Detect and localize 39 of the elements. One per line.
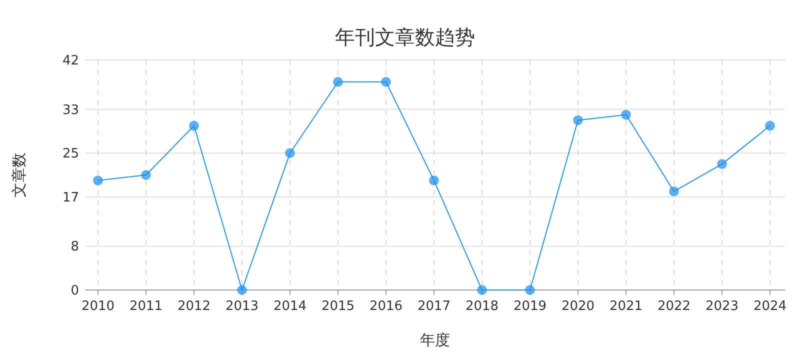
x-tick-label: 2022 — [657, 299, 691, 314]
point — [93, 175, 103, 186]
x-tick-label: 2024 — [753, 299, 787, 314]
x-tick-label: 2023 — [705, 299, 739, 314]
y-tick-label: 33 — [62, 102, 79, 118]
point — [621, 110, 631, 120]
point — [717, 159, 727, 170]
point — [765, 120, 775, 131]
point — [333, 76, 343, 87]
x-tick-label: 2011 — [129, 299, 163, 314]
chart-title: 年刊文章数趋势 — [335, 25, 475, 49]
y-tick-label: 0 — [70, 284, 79, 298]
y-tick-label: 25 — [62, 146, 79, 162]
x-tick-label: 2014 — [273, 299, 307, 314]
x-axis-title: 年度 — [420, 331, 450, 349]
y-tick-label: 8 — [70, 240, 79, 255]
x-tick-label: 2020 — [561, 299, 595, 314]
point — [669, 186, 679, 196]
x-tick-label: 2012 — [177, 299, 211, 314]
y-tick-label: 42 — [62, 54, 79, 68]
x-tick-label: 2010 — [81, 299, 115, 314]
x-tick-label: 2019 — [513, 299, 547, 314]
y-tick-label: 17 — [62, 190, 79, 206]
x-tick-label: 2015 — [321, 299, 355, 314]
x-tick-label: 2018 — [465, 299, 499, 314]
point — [525, 285, 535, 295]
x-tick-label: 2016 — [369, 299, 403, 314]
x-tick-label: 2021 — [609, 299, 643, 314]
point — [189, 120, 199, 131]
x-tick-label: 2017 — [417, 299, 451, 314]
point — [429, 175, 439, 186]
x-tick-label: 2013 — [225, 299, 259, 314]
point — [381, 76, 391, 87]
point — [477, 285, 487, 295]
point — [237, 285, 247, 295]
point — [573, 115, 583, 126]
point — [141, 170, 151, 180]
y-axis-title: 文章数 — [10, 152, 28, 198]
point — [285, 148, 295, 158]
